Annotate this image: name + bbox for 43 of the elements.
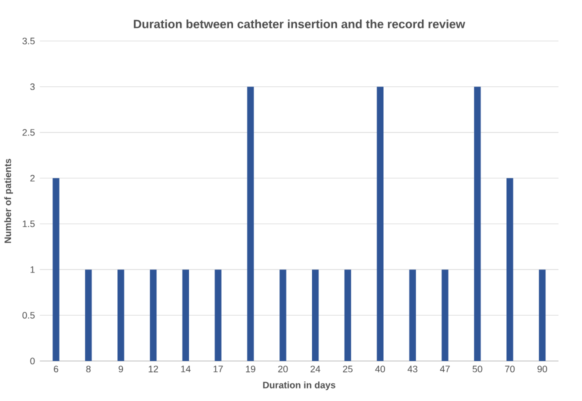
x-tick-label: 6 bbox=[54, 366, 58, 372]
bar bbox=[376, 86, 384, 361]
bar bbox=[150, 270, 157, 361]
y-tick-label: 1.5 bbox=[22, 220, 35, 228]
x-tick-label: 8 bbox=[86, 366, 91, 372]
chart-title: Duration between catheter insertion and the record review bbox=[134, 19, 466, 28]
y-axis-title: Number of patients bbox=[4, 158, 13, 243]
x-tick-label: 17 bbox=[214, 366, 223, 372]
bar bbox=[85, 270, 92, 361]
bar bbox=[247, 86, 254, 361]
y-tick-label: 3 bbox=[30, 83, 35, 90]
y-tick-label: 0 bbox=[30, 358, 35, 364]
bar bbox=[409, 270, 416, 361]
bar bbox=[280, 270, 286, 361]
bar bbox=[182, 270, 190, 361]
x-tick-label: 19 bbox=[246, 366, 256, 372]
x-tick-label: 40 bbox=[375, 366, 385, 372]
x-tick-label: 50 bbox=[472, 366, 482, 372]
bar bbox=[214, 270, 222, 361]
bar bbox=[442, 270, 448, 361]
x-tick-label: 47 bbox=[440, 366, 450, 372]
x-tick-label: 90 bbox=[538, 366, 548, 372]
bar bbox=[344, 270, 352, 361]
y-tick-label: 2 bbox=[30, 174, 35, 182]
y-tick-label: 0.5 bbox=[22, 312, 35, 319]
bar bbox=[312, 270, 319, 361]
y-tick-label: 1 bbox=[30, 266, 35, 273]
bar bbox=[118, 270, 124, 361]
bar bbox=[52, 178, 60, 361]
x-tick-label: 70 bbox=[505, 366, 515, 372]
x-tick-label: 9 bbox=[118, 366, 123, 372]
x-tick-label: 25 bbox=[343, 366, 353, 372]
x-tick-label: 12 bbox=[148, 366, 158, 372]
bar bbox=[538, 270, 546, 361]
x-tick-label: 20 bbox=[278, 366, 288, 372]
bar bbox=[474, 86, 481, 361]
x-tick-label: 43 bbox=[408, 366, 418, 372]
x-tick-label: 14 bbox=[181, 366, 191, 372]
y-tick-label: 2.5 bbox=[22, 129, 35, 136]
x-tick-label: 24 bbox=[310, 366, 320, 372]
bar bbox=[506, 178, 514, 361]
x-axis-title: Duration in days bbox=[263, 381, 336, 390]
y-tick-label: 3.5 bbox=[22, 38, 35, 44]
